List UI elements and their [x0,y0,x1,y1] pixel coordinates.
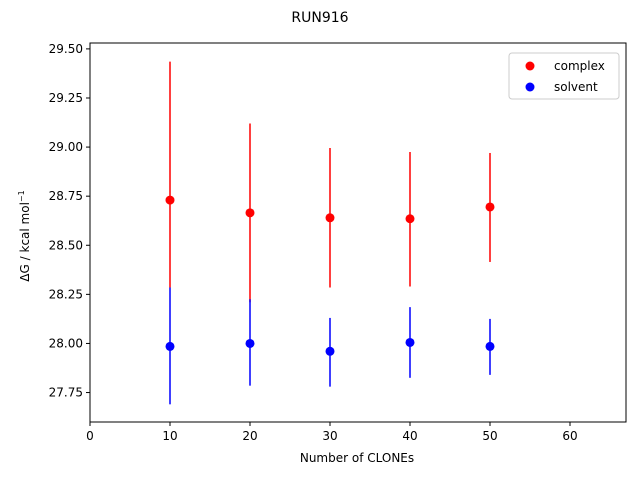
x-tick-label: 0 [86,429,94,443]
complex-point [325,213,335,223]
chart-title: RUN916 [291,10,348,26]
x-tick-label: 40 [402,429,417,443]
legend: complex solvent [508,52,620,100]
x-tick-label: 30 [322,429,337,443]
solvent-point [325,346,335,356]
y-tick-label: 29.25 [49,91,83,105]
solvent-point [485,341,495,351]
y-axis-label-superscript: −1 [17,190,26,202]
legend-box [508,52,620,100]
complex-point [245,208,255,218]
y-tick-label: 28.25 [49,287,83,301]
complex-point [485,202,495,212]
x-tick-label: 10 [162,429,177,443]
y-tick-label: 28.00 [49,336,83,350]
y-axis-label-main: ΔG / kcal mol [18,202,32,282]
y-axis: 27.75 28.00 28.25 28.50 28.75 29.00 29.25 29.50 [49,42,90,400]
complex-point [405,214,415,224]
complex-point [165,195,175,205]
y-tick-label: 27.75 [49,386,83,400]
x-tick-label: 50 [482,429,497,443]
legend-label-complex: complex [554,59,605,73]
x-tick-label: 20 [242,429,257,443]
legend-label-solvent: solvent [554,80,598,94]
y-tick-label: 28.75 [49,189,83,203]
solvent-point [165,341,175,351]
x-tick-label: 60 [562,429,577,443]
y-axis-label: ΔG / kcal mol−1 [17,190,32,281]
y-tick-label: 29.00 [49,140,83,154]
plot-frame [89,42,627,423]
x-axis-label: Number of CLONEs [300,451,414,465]
x-axis: 0 10 20 30 40 50 60 [86,422,578,443]
solvent-point [405,337,415,347]
plot-marks [165,61,495,405]
legend-marker-solvent [525,82,535,92]
solvent-point [245,338,255,348]
y-tick-label: 29.50 [49,42,83,56]
y-tick-label: 28.50 [49,238,83,252]
legend-marker-complex [525,61,535,71]
